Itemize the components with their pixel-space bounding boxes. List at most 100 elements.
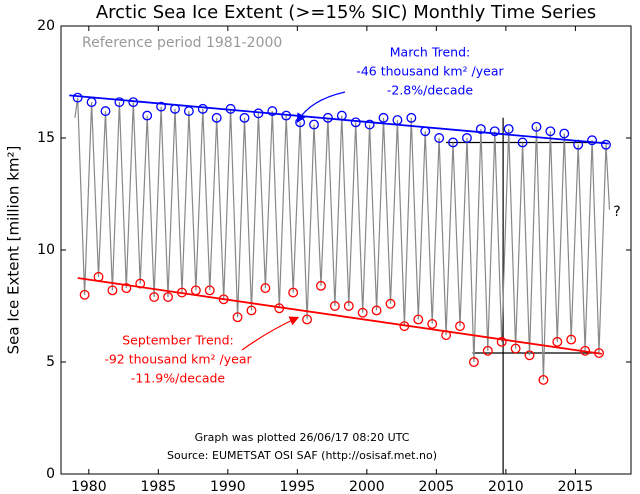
x-tick-label: 2015 <box>558 479 594 494</box>
data-point <box>149 292 160 302</box>
data-point <box>260 283 271 294</box>
data-point <box>378 112 389 123</box>
data-point <box>86 97 97 108</box>
data-point <box>503 124 514 134</box>
data-point <box>316 280 326 291</box>
data-point <box>177 287 187 298</box>
september-trend-label: September Trend: <box>122 333 234 348</box>
data-point <box>399 321 410 332</box>
data-point <box>232 312 243 323</box>
data-point <box>190 285 201 296</box>
data-point <box>594 348 604 358</box>
data-point <box>524 350 535 361</box>
chart-title: Arctic Sea Ice Extent (>=15% SIC) Monthl… <box>96 2 596 23</box>
data-point <box>455 321 465 332</box>
data-point <box>482 345 493 356</box>
trend-line <box>77 277 602 355</box>
data-point <box>371 305 382 316</box>
data-point <box>364 119 375 130</box>
data-point <box>93 271 104 282</box>
footer-line: Graph was plotted 26/06/17 08:20 UTC <box>195 431 410 444</box>
data-point <box>295 117 306 128</box>
data-point <box>587 135 598 146</box>
data-point <box>427 318 438 329</box>
data-point <box>475 124 486 134</box>
y-axis-label: Sea Ice Extent [million km²] <box>5 146 23 355</box>
data-point <box>218 294 229 305</box>
data-point <box>211 112 222 123</box>
data-point <box>552 336 563 347</box>
data-point <box>566 334 577 345</box>
data-point <box>406 112 417 123</box>
data-point <box>434 133 445 143</box>
data-point <box>267 106 278 117</box>
y-tick-label: 0 <box>46 466 55 482</box>
data-point <box>510 343 521 354</box>
data-point <box>357 307 368 318</box>
march-trend-label: March Trend: <box>390 45 471 60</box>
data-point <box>135 278 146 289</box>
data-point <box>246 305 257 316</box>
data-point <box>128 97 139 108</box>
data-point <box>100 106 111 117</box>
data-point <box>239 112 250 123</box>
data-point <box>385 298 396 309</box>
x-tick-label: 1980 <box>71 479 107 494</box>
data-point <box>79 289 90 300</box>
data-point <box>392 115 403 126</box>
footer-line: Source: EUMETSAT OSI SAF (http://osisaf.… <box>167 449 437 462</box>
x-tick-label: 1985 <box>140 479 176 494</box>
x-tick-label: 2005 <box>419 479 455 494</box>
september-arrow <box>241 316 300 351</box>
y-tick-label: 20 <box>37 18 55 34</box>
data-point <box>531 121 542 132</box>
data-point <box>580 345 591 356</box>
data-point <box>329 301 340 311</box>
data-point <box>343 301 354 311</box>
data-point <box>601 139 611 150</box>
data-point <box>225 103 236 114</box>
y-tick-label: 5 <box>46 354 55 370</box>
data-point <box>309 119 319 130</box>
data-point <box>274 303 285 314</box>
september-trend-label: -92 thousand km² /year <box>104 352 252 367</box>
data-point <box>204 285 215 296</box>
data-point <box>253 108 264 119</box>
plot-frame <box>60 25 632 475</box>
data-point <box>170 103 180 114</box>
data-point <box>114 97 125 108</box>
data-point <box>142 110 153 121</box>
data-point <box>350 117 361 128</box>
question-mark: ? <box>613 204 620 220</box>
data-point <box>559 128 570 139</box>
data-point <box>489 126 500 137</box>
data-point <box>413 314 424 325</box>
data-point <box>336 110 347 121</box>
data-point <box>462 133 472 143</box>
data-point <box>441 330 452 341</box>
data-point <box>156 101 167 112</box>
monthly-line <box>74 97 611 380</box>
data-point <box>302 314 313 325</box>
data-point <box>183 106 194 117</box>
data-point <box>197 103 208 114</box>
data-point <box>322 112 333 123</box>
data-point <box>288 287 299 298</box>
september-trend-label: -11.9%/decade <box>131 371 226 386</box>
reference-note: Reference period 1981-2000 <box>82 35 282 51</box>
y-tick-label: 15 <box>37 130 55 146</box>
x-tick-label: 1990 <box>210 479 246 494</box>
x-tick-label: 2010 <box>488 479 524 494</box>
march-trend-label: -2.8%/decade <box>387 83 474 98</box>
march-trend-label: -46 thousand km² /year <box>356 64 504 79</box>
data-point <box>538 374 549 385</box>
data-point <box>468 357 479 367</box>
data-point <box>281 110 292 121</box>
data-point <box>496 336 507 347</box>
x-tick-label: 1995 <box>280 479 316 494</box>
data-point <box>420 126 431 137</box>
data-point <box>448 137 458 148</box>
data-point <box>573 139 584 150</box>
